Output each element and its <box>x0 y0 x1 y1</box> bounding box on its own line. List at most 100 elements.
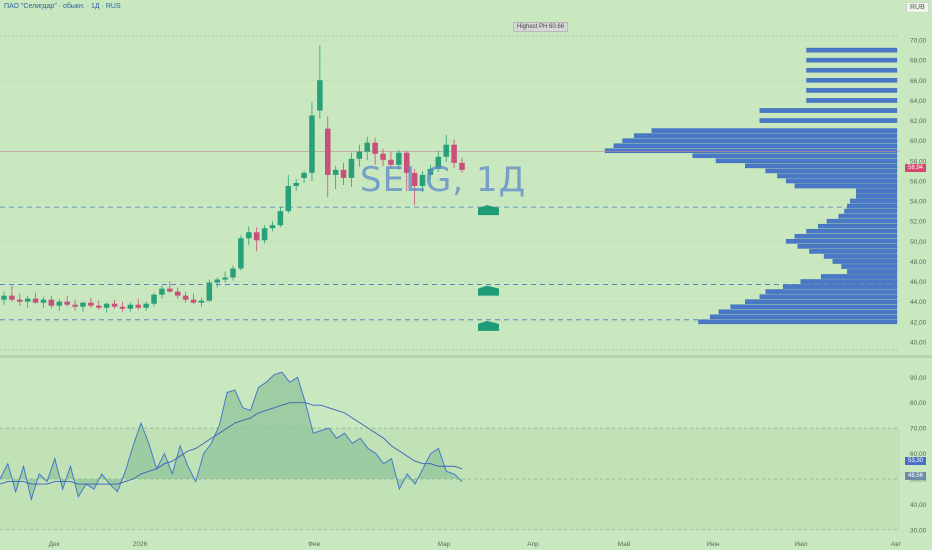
volume-bar <box>806 47 898 53</box>
level-marker <box>478 285 499 296</box>
candle-body <box>64 301 70 305</box>
volume-bar <box>855 193 898 199</box>
x-tick-label: Мар <box>438 541 451 548</box>
volume-bar <box>709 314 898 320</box>
candle-body <box>80 302 86 307</box>
volume-bar <box>777 173 898 179</box>
volume-bar <box>855 188 898 194</box>
candle-body <box>182 295 189 300</box>
candle-body <box>111 303 118 307</box>
volume-bar <box>820 274 898 279</box>
price-tick-label: 66,00 <box>910 78 927 85</box>
grid <box>0 35 932 531</box>
rsi-tick-label: 80,00 <box>910 400 927 407</box>
candle-body <box>356 151 363 159</box>
rsi-ma-line <box>0 402 463 485</box>
volume-bar <box>818 223 898 229</box>
volume-bar <box>850 198 898 204</box>
volume-bar <box>847 269 898 274</box>
volume-bar <box>782 284 898 289</box>
horizontal-levels <box>0 151 900 321</box>
price-tick-label: 52,00 <box>910 219 927 226</box>
volume-bar <box>785 239 898 244</box>
volume-bar <box>745 299 898 304</box>
volume-bar <box>765 289 898 294</box>
price-tick-label: 42,00 <box>910 319 927 326</box>
candle-body <box>427 168 434 175</box>
volume-bar <box>847 203 898 209</box>
volume-bar <box>759 294 898 299</box>
x-tick-label: Июл <box>794 541 807 548</box>
volume-bar <box>838 213 898 219</box>
price-tick-label: 44,00 <box>910 299 927 306</box>
volume-bar <box>797 244 898 249</box>
price-tick-label: 46,00 <box>910 279 927 286</box>
volume-profile <box>604 47 898 325</box>
rsi-area <box>0 372 462 500</box>
candle-body <box>159 288 165 295</box>
candle-body <box>17 299 23 302</box>
price-tick-label: 40,00 <box>910 339 927 346</box>
rsi-tag: 53,30 <box>905 457 927 465</box>
candle-body <box>95 305 102 308</box>
volume-bar <box>715 158 898 164</box>
price-tick-label: 50,00 <box>910 239 927 246</box>
volume-bar <box>844 208 898 214</box>
price-tick-label: 64,00 <box>910 98 927 105</box>
candle-body <box>24 298 31 302</box>
candle-body <box>32 298 39 303</box>
currency-label[interactable]: RUB <box>906 2 929 13</box>
volume-bar <box>692 153 898 159</box>
candle-body <box>372 142 378 154</box>
level-marker <box>478 205 499 216</box>
candle-body <box>261 228 268 241</box>
symbol-watermark: SELG, 1Д <box>360 160 527 200</box>
volume-bar <box>634 133 898 138</box>
panel-separator <box>0 355 932 358</box>
candles <box>1 45 465 313</box>
candle-body <box>380 153 386 160</box>
volume-bar <box>604 148 898 154</box>
rsi-tick-label: 70,00 <box>910 426 927 433</box>
volume-bar <box>794 233 898 239</box>
volume-bar <box>794 183 898 189</box>
candle-body <box>435 156 442 169</box>
rsi-line <box>0 371 463 502</box>
candle-body <box>348 158 355 178</box>
x-tick-label: Апр <box>527 541 539 548</box>
rsi-tick-label: 30,00 <box>910 527 927 534</box>
candle-body <box>198 300 205 303</box>
candle-body <box>9 295 15 300</box>
candle-body <box>396 152 402 165</box>
candle-body <box>135 304 142 308</box>
candle-body <box>143 303 149 308</box>
volume-bar <box>806 78 898 83</box>
candle-body <box>301 172 307 178</box>
volume-bar <box>832 259 898 264</box>
volume-bar <box>806 67 898 73</box>
candle-body <box>88 302 94 306</box>
candle-body <box>411 172 418 186</box>
candle-body <box>72 304 78 307</box>
volume-bar <box>841 264 898 269</box>
candle-body <box>324 128 331 175</box>
candle-body <box>293 182 299 186</box>
candle-body <box>48 299 55 306</box>
x-tick-label: Фев <box>308 541 321 548</box>
volume-bar <box>698 319 898 325</box>
candle-body <box>269 225 276 229</box>
volume-bar <box>785 178 898 184</box>
candle-body <box>174 291 181 296</box>
candle-body <box>222 277 228 280</box>
price-tick-label: 56,00 <box>910 178 927 185</box>
x-tick-label: Июн <box>706 541 720 548</box>
candle-body <box>332 169 339 175</box>
candle-body <box>443 144 449 157</box>
candle-body <box>230 268 236 278</box>
price-tick-label: 70,00 <box>910 38 927 45</box>
price-tick-label: 48,00 <box>910 259 927 266</box>
candle-body <box>190 299 197 303</box>
price-tick-label: 54,00 <box>910 199 927 206</box>
candle-body <box>419 174 426 186</box>
